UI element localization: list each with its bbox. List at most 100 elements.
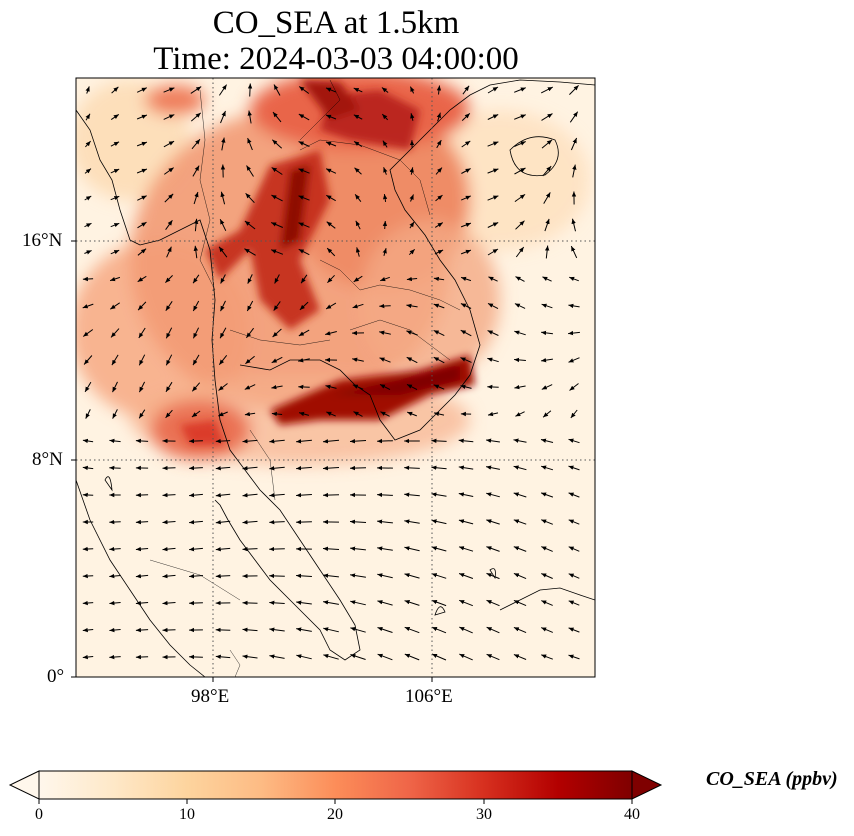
wind-arrow [138,409,146,419]
wind-arrow [486,653,500,661]
wind-arrow [513,519,527,525]
wind-arrow [434,222,444,228]
wind-arrow [271,384,283,390]
wind-arrow [460,303,472,309]
wind-arrow [215,546,231,552]
wind-arrow [409,86,415,94]
wind-arrow [572,164,577,178]
wind-arrow [541,573,553,579]
wind-arrow [355,247,361,257]
wind-arrow [514,357,526,363]
wind-arrow [488,276,498,282]
wind-arrow [409,167,414,175]
wind-arrow [486,546,500,552]
wind-arrow [215,573,231,579]
wind-arrow [460,249,472,255]
wind-arrow [568,627,580,633]
wind-arrow [410,113,415,121]
wind-arrow [458,465,474,470]
wind-arrow [487,330,499,336]
wind-arrow [112,381,118,393]
wind-arrow [541,113,553,121]
wind-arrow [269,519,285,525]
wind-arrow [162,573,176,579]
wind-arrow [220,300,226,312]
wind-arrow [353,275,363,283]
wind-arrow [82,276,94,282]
wind-arrow [377,653,393,661]
wind-arrow [433,411,445,417]
colorbar-min-extend [8,770,40,800]
wind-arrow [486,626,500,634]
wind-arrow [135,600,149,606]
wind-arrow [460,276,472,282]
wind-arrow [242,546,258,552]
wind-arrow [568,654,580,660]
wind-arrow [353,87,363,93]
wind-arrow [190,112,202,122]
wind-arrow [135,438,149,444]
wind-arrow [458,546,474,552]
wind-arrow [298,141,310,147]
wind-arrow [298,168,310,174]
wind-arrow [541,546,553,552]
wind-arrow [487,168,499,174]
wind-arrow [298,411,310,417]
wind-arrow [138,354,146,366]
wind-arrow [269,466,285,471]
wind-arrow [377,626,393,633]
wind-arrow [298,384,310,390]
wind-arrow [193,245,199,259]
wind-arrow [406,383,418,391]
wind-arrow [404,573,420,579]
wind-arrow [352,303,364,309]
wind-arrow [487,86,499,94]
wind-arrow [242,654,258,659]
wind-arrow [244,384,256,390]
wind-arrow [325,331,337,336]
wind-arrow [325,141,337,147]
wind-arrow [544,218,550,232]
wind-arrow [164,193,174,203]
wind-arrow [459,626,473,634]
wind-arrow [296,600,312,605]
wind-arrow [381,113,389,121]
wind-arrow [112,409,118,419]
wind-arrow [296,466,312,471]
wind-arrow [433,329,445,337]
wind-arrow [431,626,447,634]
wind-arrow [350,546,366,551]
wind-arrow [379,357,391,363]
wind-vectors [82,83,580,661]
wind-arrow [458,519,474,525]
wind-arrow [323,654,339,660]
wind-arrow [326,411,336,417]
wind-arrow [569,85,579,95]
wind-arrow [135,573,149,579]
wind-arrow [461,140,471,148]
wind-arrow [83,355,93,365]
wind-arrow [322,546,340,552]
wind-arrow [382,140,388,148]
wind-arrow [568,492,580,498]
wind-arrow [377,492,393,498]
wind-arrow [355,220,361,230]
wind-arrow [404,465,420,471]
wind-arrow [137,221,147,229]
wind-arrow [486,599,500,607]
wind-arrow [298,113,310,121]
wind-arrow [299,301,309,311]
wind-arrow [138,381,146,393]
wind-arrow [300,274,308,284]
wind-arrow [189,519,203,525]
wind-arrow [325,168,337,174]
wind-arrow [298,358,310,363]
wind-arrow [431,546,447,552]
wind-arrow [136,141,148,147]
lat-tick-16n: 16°N [22,230,63,251]
wind-arrow [191,382,201,392]
wind-arrow [82,465,94,471]
wind-arrow [406,330,418,336]
wind-arrow [220,110,226,124]
wind-arrow [189,465,203,471]
